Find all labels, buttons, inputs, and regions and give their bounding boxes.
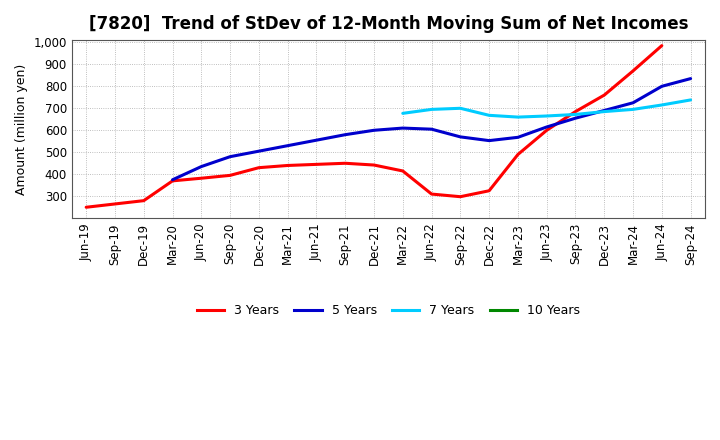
Legend: 3 Years, 5 Years, 7 Years, 10 Years: 3 Years, 5 Years, 7 Years, 10 Years (192, 299, 585, 323)
Y-axis label: Amount (million yen): Amount (million yen) (15, 63, 28, 195)
Title: [7820]  Trend of StDev of 12-Month Moving Sum of Net Incomes: [7820] Trend of StDev of 12-Month Moving… (89, 15, 688, 33)
